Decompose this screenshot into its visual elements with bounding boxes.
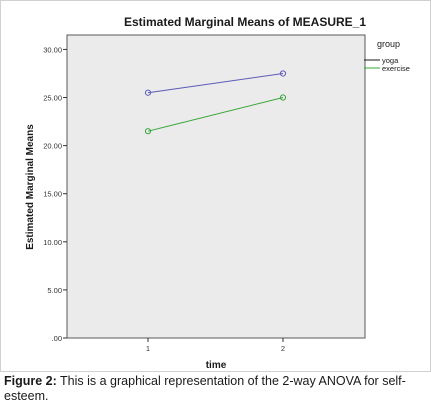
- series-layer: [144, 70, 287, 135]
- y-tick-label: 30.00: [43, 45, 62, 54]
- figure-caption: Figure 2: This is a graphical representa…: [4, 374, 424, 404]
- data-point-yoga: [279, 70, 287, 77]
- legend-label-exercise: exercise: [382, 64, 410, 73]
- chart-title: Estimated Marginal Means of MEASURE_1: [124, 15, 366, 29]
- y-tick-label: .00: [52, 334, 62, 343]
- caption-text: This is a graphical representation of th…: [4, 374, 406, 403]
- y-tick-label: 20.00: [43, 142, 62, 151]
- x-tick-label: 1: [146, 344, 150, 353]
- data-point-yoga: [144, 89, 152, 96]
- legend-title: group: [377, 39, 400, 49]
- y-axis-label: Estimated Marginal Means: [25, 124, 36, 250]
- x-axis-label: time: [206, 360, 227, 371]
- y-tick-label: 15.00: [43, 190, 62, 199]
- chart: Estimated Marginal Means of MEASURE_1 .0…: [25, 15, 410, 371]
- legend-label-yoga: yoga: [382, 56, 399, 65]
- data-point-exercise: [279, 94, 287, 101]
- y-axis: .00 5.00 10.00 15.00 20.00 25.00 30.00: [43, 45, 67, 343]
- series-line-yoga: [147, 72, 284, 94]
- y-tick-label: 10.00: [43, 238, 62, 247]
- series-line-exercise: [147, 97, 284, 132]
- y-tick-label: 25.00: [43, 94, 62, 103]
- y-tick-label: 5.00: [47, 286, 62, 295]
- data-point-exercise: [144, 128, 152, 135]
- x-tick-label: 2: [281, 344, 285, 353]
- caption-label: Figure 2:: [4, 374, 57, 388]
- plot-area: [66, 34, 366, 339]
